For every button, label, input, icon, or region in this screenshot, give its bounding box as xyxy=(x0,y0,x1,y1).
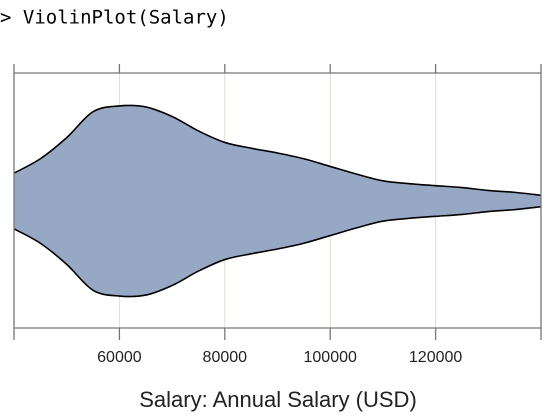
x-tick-label: 80000 xyxy=(203,349,248,366)
x-tick-label: 120000 xyxy=(409,349,462,366)
violin-outline-lower xyxy=(13,205,542,298)
violin-outline-upper xyxy=(13,104,542,197)
x-tick-label: 60000 xyxy=(97,349,142,366)
x-axis-label: Salary: Annual Salary (USD) xyxy=(139,387,417,412)
x-tick-label: 100000 xyxy=(304,349,357,366)
violin-fill xyxy=(14,105,541,297)
command: > ViolinPlot(Salary) xyxy=(0,7,229,29)
